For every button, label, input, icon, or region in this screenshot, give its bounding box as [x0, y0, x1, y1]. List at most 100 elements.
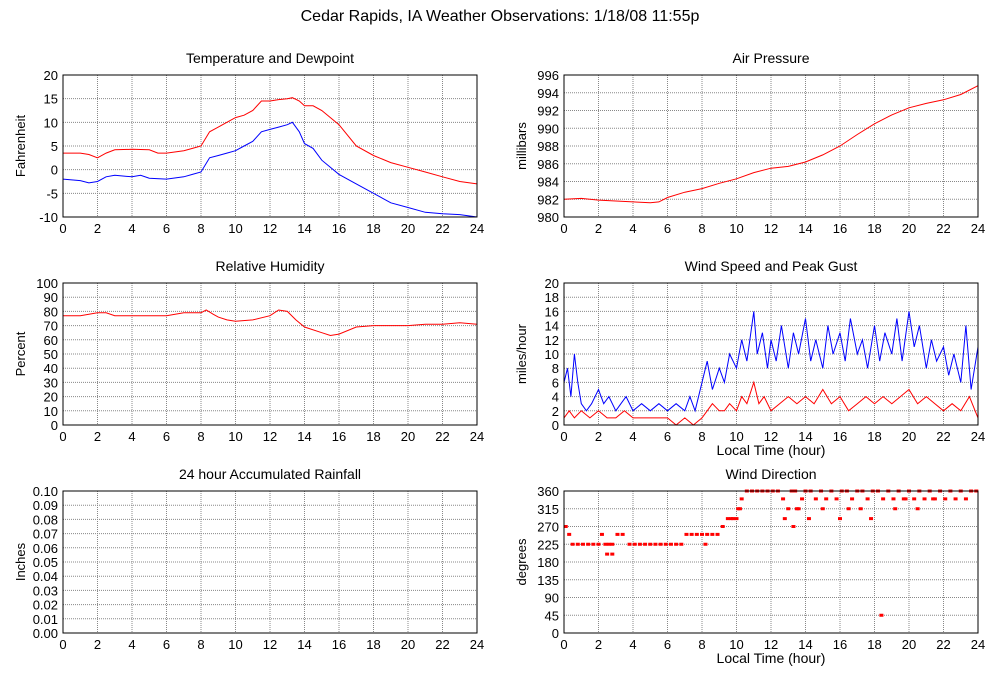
rain-chart: 0 2 4 6 8 10 12 14 16 18 20 22 240.000.010.020.030.0… [13, 466, 484, 652]
humidity-y-tick-label: 0 [51, 418, 58, 433]
humidity-x-tick-label: 6 [163, 429, 170, 444]
temp-x-tick-label: 0 [59, 221, 66, 236]
direction-point [637, 542, 642, 546]
humidity-y-tick-label: 30 [44, 375, 58, 390]
direction-point [627, 542, 632, 546]
rain-y-tick-label: 0.03 [33, 583, 58, 598]
temp-x-tick-label: 22 [435, 221, 449, 236]
direction-point [903, 497, 908, 501]
rain-y-tick-label: 0.08 [33, 512, 58, 527]
temp-y-tick-label: 0 [51, 163, 58, 178]
temp-x-tick-label: 12 [263, 221, 277, 236]
wind-x-tick-label: 8 [698, 429, 705, 444]
wind-x-tick-label: 0 [560, 429, 567, 444]
pressure-y-tick-label: 994 [537, 86, 559, 101]
temp-x-tick-label: 2 [94, 221, 101, 236]
wind-x-tick-label: 18 [867, 429, 881, 444]
direction-point [791, 525, 796, 528]
wind-x-tick-label: 14 [798, 429, 812, 444]
wind-y-tick-label: 12 [545, 333, 559, 348]
temp-title: Temperature and Dewpoint [186, 50, 354, 66]
temp-y-tick-label: 10 [44, 115, 58, 130]
wind-x-tick-label: 12 [764, 429, 778, 444]
direction-y-tick-label: 0 [552, 626, 559, 641]
direction-point [668, 542, 673, 546]
temp-x-tick-label: 24 [470, 221, 484, 236]
wind-series-1 [563, 380, 979, 426]
direction-x-tick-label: 22 [936, 637, 950, 652]
humidity-x-tick-label: 2 [94, 429, 101, 444]
direction-point [679, 542, 684, 546]
direction-point [922, 497, 927, 501]
pressure-x-tick-label: 2 [595, 221, 602, 236]
direction-chart: 0 2 4 6 8 10 12 14 16 18 20 22 240459013518022527031… [514, 466, 985, 666]
rain-y-tick-label: 0.00 [33, 626, 58, 641]
temp-series-1 [62, 121, 478, 218]
direction-point [643, 542, 648, 546]
direction-point [806, 517, 811, 521]
rain-x-tick-label: 10 [228, 637, 242, 652]
direction-point [700, 532, 704, 536]
wind-y-tick-label: 6 [552, 375, 559, 390]
direction-y-tick-label: 360 [537, 484, 559, 499]
humidity-y-tick-label: 20 [44, 390, 58, 405]
direction-point [703, 542, 708, 546]
wind-y-tick-label: 18 [545, 290, 559, 305]
direction-y-tick-label: 135 [537, 573, 559, 588]
direction-y-tick-label: 45 [545, 608, 559, 623]
rain-y-tick-label: 0.07 [33, 527, 58, 542]
rain-x-tick-label: 18 [366, 637, 380, 652]
pressure-y-tick-label: 982 [537, 192, 559, 207]
rain-x-tick-label: 4 [128, 637, 135, 652]
direction-point [653, 542, 658, 546]
direction-point [846, 507, 851, 511]
direction-point [610, 542, 615, 546]
pressure-x-tick-label: 10 [729, 221, 743, 236]
humidity-frame [62, 282, 478, 426]
wind-y-tick-label: 14 [545, 319, 559, 334]
rain-x-tick-label: 6 [163, 637, 170, 652]
direction-point [737, 507, 742, 511]
direction-point [813, 497, 818, 501]
direction-point [725, 517, 730, 521]
direction-point [606, 542, 611, 546]
rain-x-tick-label: 24 [470, 637, 484, 652]
pressure-x-tick-label: 14 [798, 221, 812, 236]
direction-frame [563, 490, 979, 634]
direction-y-tick-label: 90 [545, 591, 559, 606]
temp-x-tick-label: 6 [163, 221, 170, 236]
direction-point [869, 517, 874, 521]
direction-x-tick-label: 18 [867, 637, 881, 652]
humidity-x-tick-label: 10 [228, 429, 242, 444]
direction-point [838, 517, 842, 521]
pressure-y-tick-label: 988 [537, 139, 559, 154]
rain-x-tick-label: 20 [401, 637, 415, 652]
direction-x-tick-label: 16 [833, 637, 847, 652]
pressure-x-tick-label: 16 [833, 221, 847, 236]
humidity-y-tick-label: 40 [44, 361, 58, 376]
direction-point [663, 542, 668, 546]
direction-point [570, 542, 575, 546]
wind-x-tick-label: 2 [595, 429, 602, 444]
temp-y-tick-label: 5 [51, 139, 58, 154]
humidity-y-tick-label: 60 [44, 333, 58, 348]
pressure-x-tick-label: 24 [971, 221, 985, 236]
direction-point [879, 613, 884, 617]
rain-frame [62, 490, 478, 634]
direction-point [824, 497, 829, 501]
direction-point [715, 532, 720, 536]
temp-x-tick-label: 4 [128, 221, 135, 236]
direction-point [632, 542, 637, 546]
humidity-y-tick-label: 80 [44, 304, 58, 319]
rain-title: 24 hour Accumulated Rainfall [179, 466, 361, 482]
pressure-title: Air Pressure [732, 50, 809, 66]
direction-point [943, 497, 948, 501]
temp-y-tick-label: 20 [44, 68, 58, 83]
humidity-chart: 0 2 4 6 8 10 12 14 16 18 20 22 240102030405060708090… [13, 258, 484, 444]
humidity-x-tick-label: 16 [332, 429, 346, 444]
humidity-x-tick-label: 8 [197, 429, 204, 444]
direction-x-tick-label: 0 [560, 637, 567, 652]
direction-point [658, 542, 663, 546]
direction-x-tick-label: 20 [902, 637, 916, 652]
